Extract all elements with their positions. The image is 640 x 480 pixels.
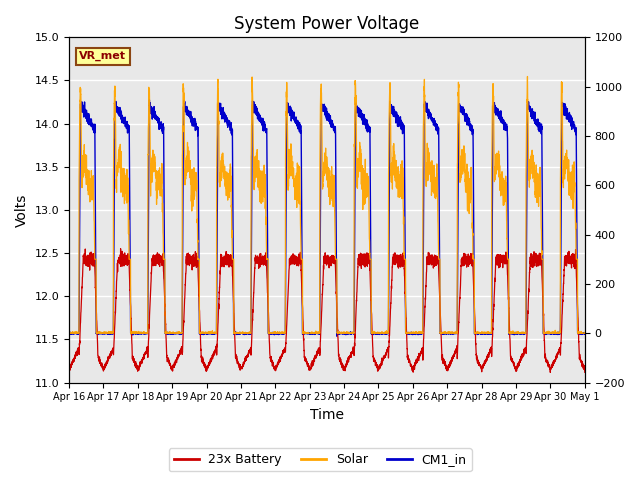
X-axis label: Time: Time	[310, 408, 344, 422]
Legend: 23x Battery, Solar, CM1_in: 23x Battery, Solar, CM1_in	[168, 448, 472, 471]
Text: VR_met: VR_met	[79, 51, 126, 61]
Title: System Power Voltage: System Power Voltage	[234, 15, 420, 33]
Y-axis label: Volts: Volts	[15, 193, 29, 227]
